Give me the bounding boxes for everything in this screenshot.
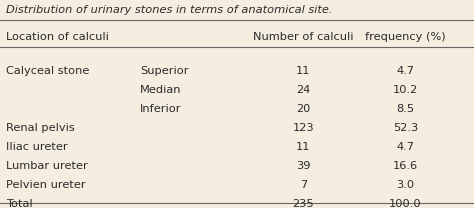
- Text: Pelvien ureter: Pelvien ureter: [6, 180, 85, 190]
- Text: Total: Total: [6, 199, 32, 208]
- Text: 11: 11: [296, 142, 310, 152]
- Text: Lumbar ureter: Lumbar ureter: [6, 161, 87, 171]
- Text: Median: Median: [140, 85, 182, 95]
- Text: 235: 235: [292, 199, 314, 208]
- Text: 39: 39: [296, 161, 310, 171]
- Text: 3.0: 3.0: [396, 180, 414, 190]
- Text: 100.0: 100.0: [389, 199, 421, 208]
- Text: Calyceal stone: Calyceal stone: [6, 66, 89, 76]
- Text: 11: 11: [296, 66, 310, 76]
- Text: frequency (%): frequency (%): [365, 32, 446, 42]
- Text: 8.5: 8.5: [396, 104, 414, 114]
- Text: 10.2: 10.2: [392, 85, 418, 95]
- Text: 4.7: 4.7: [396, 142, 414, 152]
- Text: Distribution of urinary stones in terms of anatomical site.: Distribution of urinary stones in terms …: [6, 5, 332, 15]
- Text: Renal pelvis: Renal pelvis: [6, 123, 74, 133]
- Text: Location of calculi: Location of calculi: [6, 32, 109, 42]
- Text: Iliac ureter: Iliac ureter: [6, 142, 67, 152]
- Text: 16.6: 16.6: [392, 161, 418, 171]
- Text: Number of calculi: Number of calculi: [253, 32, 354, 42]
- Text: Superior: Superior: [140, 66, 188, 76]
- Text: 24: 24: [296, 85, 310, 95]
- Text: 4.7: 4.7: [396, 66, 414, 76]
- Text: 52.3: 52.3: [392, 123, 418, 133]
- Text: Inferior: Inferior: [140, 104, 182, 114]
- Text: 7: 7: [300, 180, 307, 190]
- Text: 123: 123: [292, 123, 314, 133]
- Text: 20: 20: [296, 104, 310, 114]
